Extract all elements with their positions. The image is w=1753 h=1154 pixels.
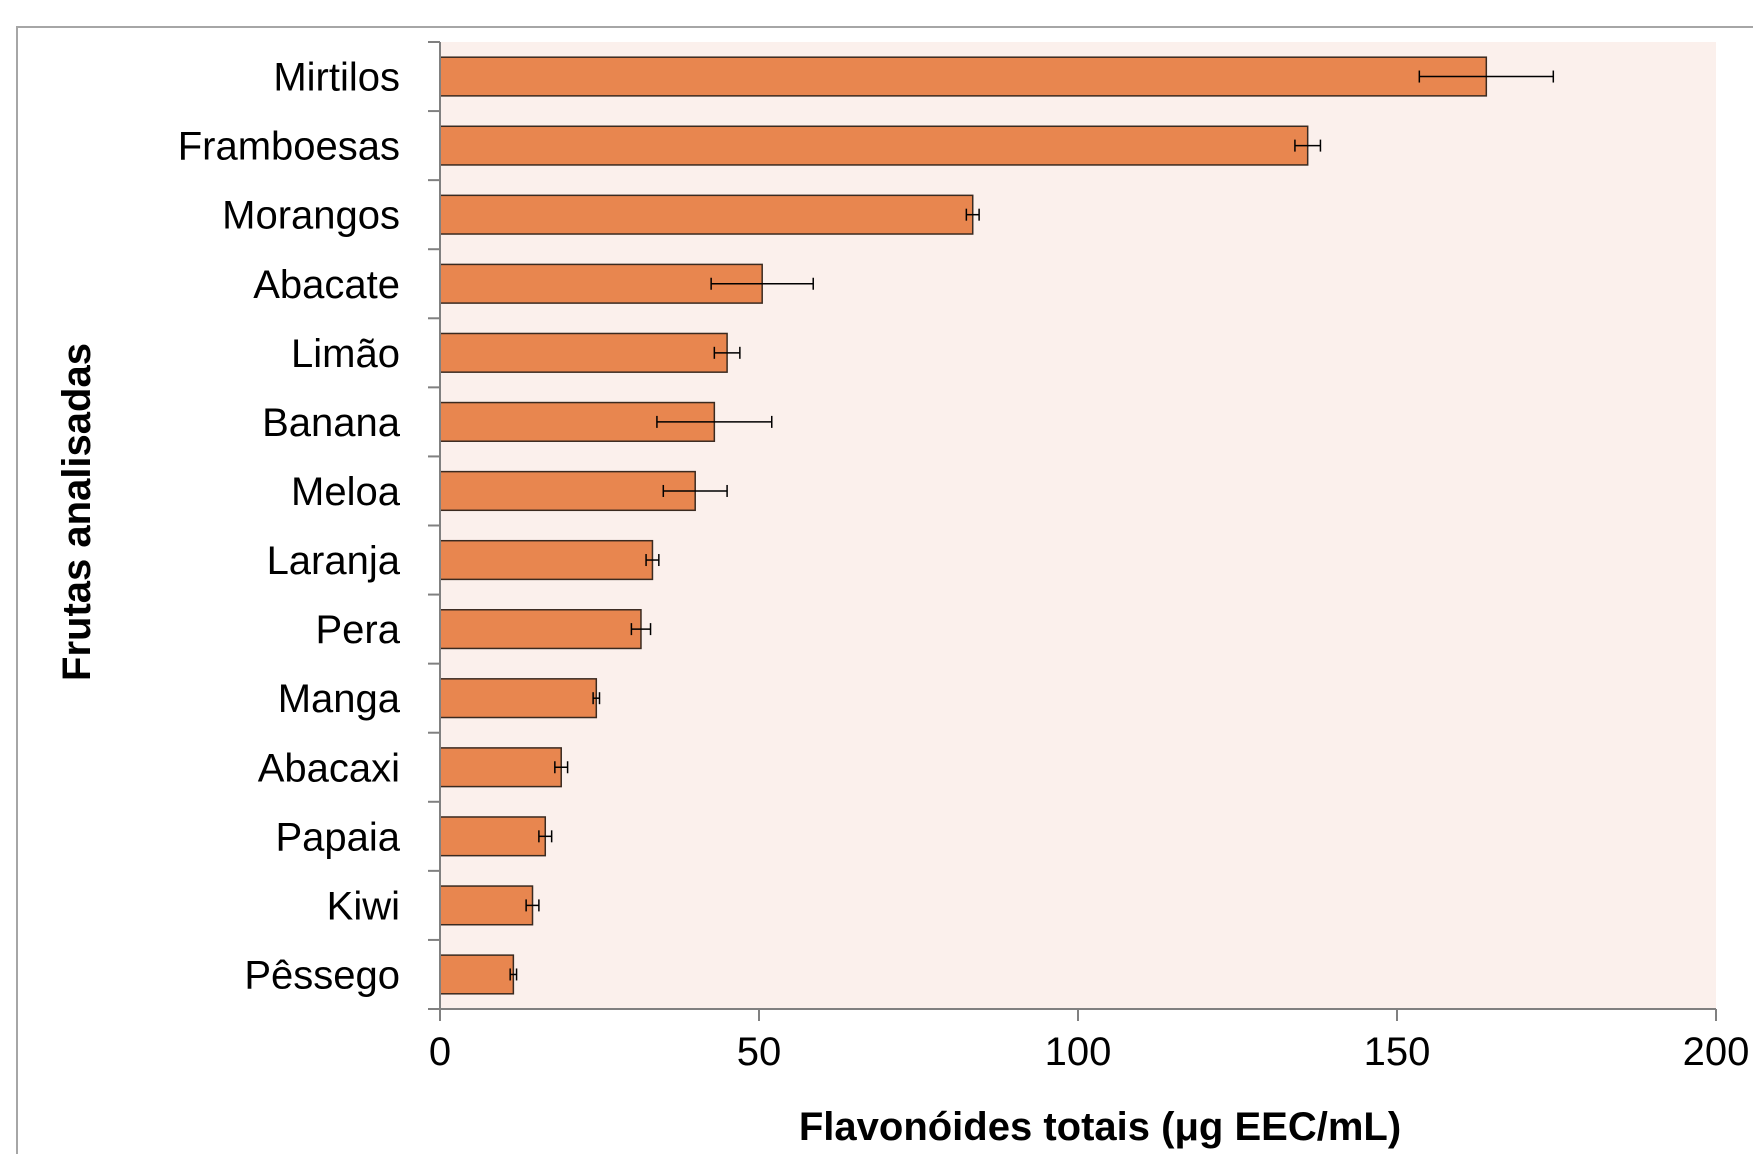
error-bars-layer <box>509 70 1555 981</box>
error-bar-banana <box>656 415 773 428</box>
x-tick-label: 150 <box>1364 1030 1431 1074</box>
error-bar-laranja <box>645 554 660 567</box>
bars-layer <box>439 56 1488 995</box>
category-label: Laranja <box>267 539 401 583</box>
error-bar-meloa <box>662 484 728 497</box>
error-bar-manga <box>592 692 601 705</box>
category-label: Kiwi <box>327 884 400 928</box>
error-bar-limão <box>713 346 741 359</box>
y-axis-title: Frutas analisadas <box>55 343 99 681</box>
category-label: Abacate <box>253 263 400 307</box>
category-label: Pera <box>316 608 401 652</box>
bar-kiwi <box>439 885 534 926</box>
bar-limão <box>439 332 728 373</box>
bar-abacaxi <box>439 747 562 788</box>
error-bar-morangos <box>965 208 980 221</box>
category-label: Mirtilos <box>273 56 400 100</box>
bar-morangos <box>439 194 974 235</box>
bar-laranja <box>439 539 654 581</box>
error-bar-papaia <box>538 830 553 843</box>
category-label: Abacaxi <box>258 746 400 790</box>
bar-manga <box>439 678 598 719</box>
x-tick-label: 200 <box>1683 1030 1750 1074</box>
error-bar-pêssego <box>509 968 518 981</box>
axes-layer <box>428 41 1717 1021</box>
x-axis-title: Flavonóides totais (μg EEC/mL) <box>799 1105 1401 1149</box>
category-label: Pêssego <box>244 953 400 997</box>
bar-pêssego <box>439 954 515 995</box>
bar-papaia <box>439 816 547 857</box>
category-label: Meloa <box>291 470 401 514</box>
bar-pera <box>439 609 642 650</box>
x-tick-label: 0 <box>429 1030 451 1074</box>
error-bar-abacate <box>710 277 814 290</box>
error-bar-framboesas <box>1294 139 1322 152</box>
x-tick-label: 50 <box>737 1030 782 1074</box>
bar-framboesas <box>439 125 1309 166</box>
category-labels: Mirtilos Framboesas Morangos Abacate Limão Ba… <box>178 56 401 998</box>
category-label: Banana <box>262 401 401 445</box>
x-tick-label: 100 <box>1045 1030 1112 1074</box>
error-bar-mirtilos <box>1418 70 1555 83</box>
bar-meloa <box>439 470 696 512</box>
category-label: Papaia <box>275 815 400 859</box>
error-bar-kiwi <box>525 899 540 912</box>
error-bar-abacaxi <box>554 761 569 774</box>
x-tick-labels: 0 50 100 150 200 <box>429 1030 1750 1074</box>
category-label: Limão <box>291 332 400 376</box>
bar-mirtilos <box>439 56 1488 97</box>
plot-area <box>440 42 1716 1009</box>
category-label: Manga <box>278 677 401 721</box>
category-label: Morangos <box>222 194 400 238</box>
category-label: Framboesas <box>178 125 400 169</box>
error-bar-pera <box>630 623 652 636</box>
